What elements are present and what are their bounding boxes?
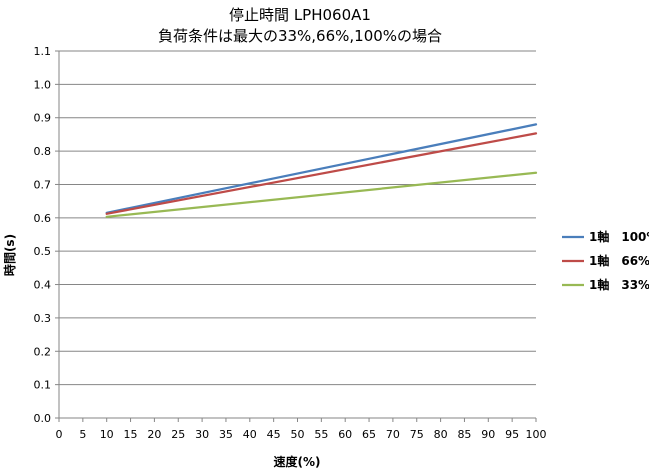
x-tick-label: 40	[243, 428, 257, 441]
x-tick-label: 25	[171, 428, 185, 441]
y-tick-label: 1.1	[34, 45, 52, 58]
series-line	[105, 171, 538, 218]
x-tick-label: 65	[362, 428, 376, 441]
series-line	[105, 123, 538, 214]
series-line	[105, 132, 538, 215]
x-tick-label: 55	[314, 428, 328, 441]
x-tick-label: 15	[124, 428, 138, 441]
y-tick-label: 0.9	[34, 112, 52, 125]
x-tick-label: 70	[386, 428, 400, 441]
x-tick-label: 0	[56, 428, 63, 441]
series-lines	[105, 123, 538, 218]
y-tick-label: 0.2	[34, 345, 52, 358]
y-tick-label: 0.6	[34, 212, 52, 225]
x-tick-label: 90	[481, 428, 495, 441]
x-axis-label: 速度(%)	[274, 454, 321, 469]
x-tick-label: 60	[338, 428, 352, 441]
y-tick-labels: 0.0 0.1 0.2 0.3 0.4 0.5 0.6 0.7 0.8 0.9 1.0 1.1	[34, 45, 59, 425]
x-tick-label: 10	[100, 428, 114, 441]
x-tick-label: 45	[267, 428, 281, 441]
chart-subtitle: 負荷条件は最大の33%,66%,100%の場合	[157, 27, 443, 45]
y-tick-label: 0.8	[34, 145, 52, 158]
x-tick-label: 5	[79, 428, 86, 441]
gridlines	[59, 50, 536, 386]
legend-label: 1軸 66%	[589, 253, 649, 268]
x-tick-label: 95	[505, 428, 519, 441]
x-tick-label: 30	[195, 428, 209, 441]
axes	[58, 51, 536, 419]
legend: 1軸 100% 1軸 66% 1軸 33%	[562, 229, 649, 292]
legend-label: 1軸 100%	[589, 229, 649, 244]
y-axis-label: 時間(s)	[2, 234, 17, 276]
y-tick-label: 1.0	[34, 78, 52, 91]
x-tick-labels: 0 5 10 15 20 25 30 35 40 45 50 55 60 65 70 75 80 85 90 95 10…	[56, 418, 547, 441]
x-tick-label: 20	[147, 428, 161, 441]
y-tick-label: 0.3	[34, 312, 52, 325]
x-tick-label: 80	[434, 428, 448, 441]
y-tick-label: 0.1	[34, 379, 52, 392]
legend-label: 1軸 33%	[589, 277, 649, 292]
y-tick-label: 0.5	[34, 245, 52, 258]
y-tick-label: 0.0	[34, 412, 52, 425]
x-tick-label: 100	[526, 428, 547, 441]
chart-title: 停止時間 LPH060A1	[229, 6, 371, 24]
y-tick-label: 0.4	[34, 279, 52, 292]
x-tick-label: 35	[219, 428, 233, 441]
x-tick-label: 75	[410, 428, 424, 441]
x-tick-label: 85	[457, 428, 471, 441]
y-tick-label: 0.7	[34, 178, 52, 191]
x-tick-label: 50	[291, 428, 305, 441]
